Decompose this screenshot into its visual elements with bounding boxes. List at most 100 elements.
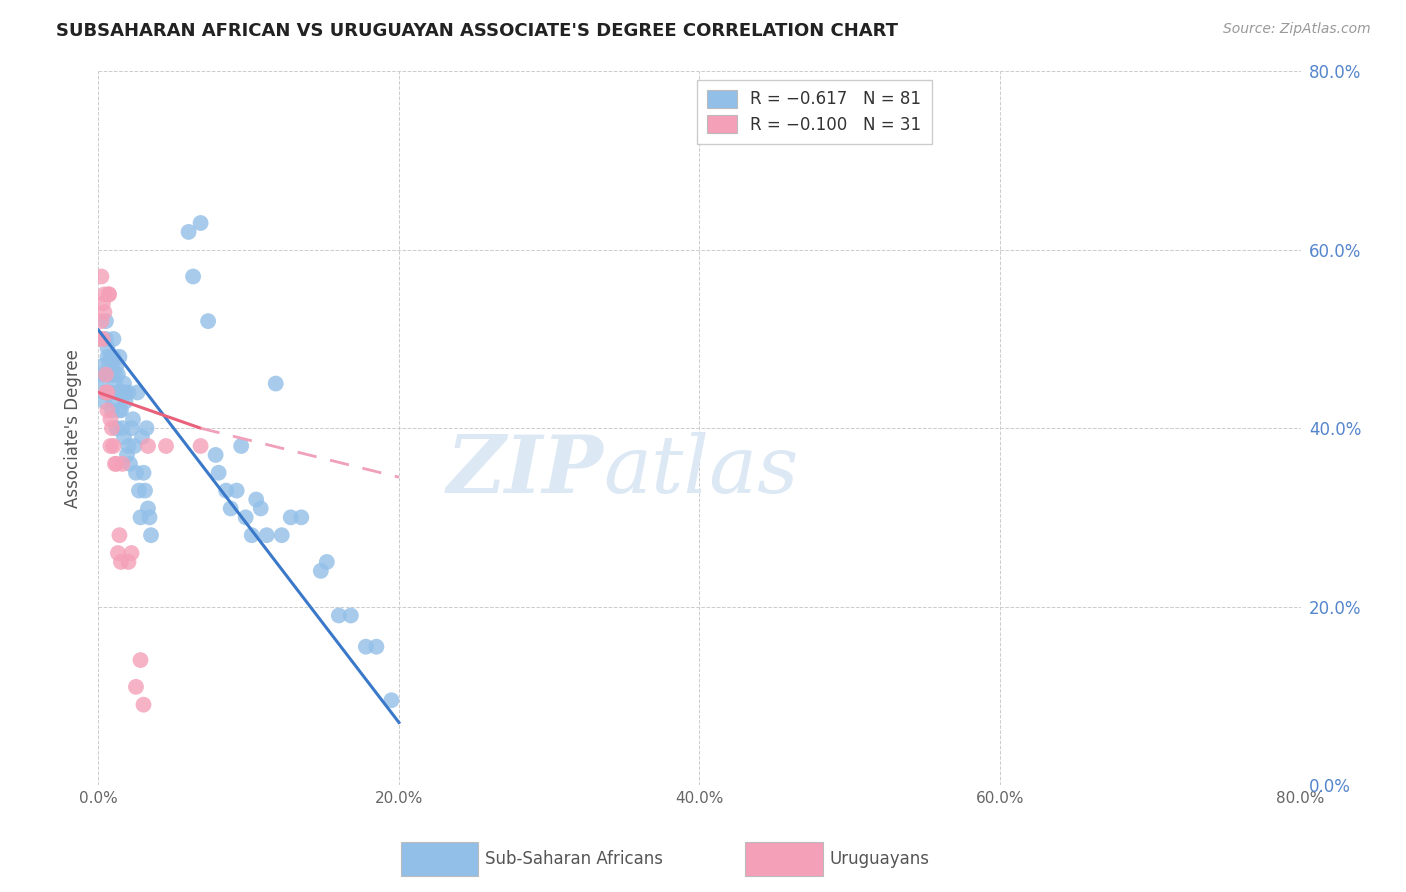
- Point: [134, 483, 156, 498]
- Point: [249, 501, 271, 516]
- Point: [97, 287, 120, 301]
- Point: [114, 394, 136, 409]
- Point: [215, 483, 238, 498]
- Point: [112, 430, 135, 444]
- Point: [190, 439, 212, 453]
- Point: [111, 421, 134, 435]
- Point: [91, 296, 114, 310]
- Point: [103, 439, 125, 453]
- Point: [208, 466, 231, 480]
- Point: [204, 448, 226, 462]
- Point: [264, 376, 287, 391]
- Point: [100, 439, 122, 453]
- Point: [93, 305, 115, 319]
- Point: [280, 510, 302, 524]
- Point: [91, 332, 114, 346]
- Point: [108, 350, 131, 364]
- Point: [105, 359, 128, 373]
- Point: [110, 385, 132, 400]
- Point: [366, 640, 388, 654]
- Legend: R = −0.617   N = 81, R = −0.100   N = 31: R = −0.617 N = 81, R = −0.100 N = 31: [697, 79, 932, 144]
- Point: [256, 528, 278, 542]
- Point: [128, 483, 150, 498]
- Point: [117, 555, 139, 569]
- Point: [132, 466, 155, 480]
- Point: [90, 269, 112, 284]
- Point: [93, 287, 115, 301]
- Point: [111, 385, 134, 400]
- Point: [110, 403, 132, 417]
- Point: [90, 372, 112, 386]
- Point: [96, 350, 118, 364]
- Point: [104, 376, 127, 391]
- Point: [107, 546, 129, 560]
- Point: [111, 457, 134, 471]
- Point: [114, 385, 136, 400]
- Text: Sub-Saharan Africans: Sub-Saharan Africans: [485, 850, 664, 868]
- Point: [94, 385, 117, 400]
- Point: [309, 564, 332, 578]
- Point: [100, 412, 122, 426]
- Point: [96, 385, 118, 400]
- Point: [328, 608, 350, 623]
- Point: [240, 528, 263, 542]
- Point: [225, 483, 247, 498]
- Point: [132, 698, 155, 712]
- Point: [380, 693, 402, 707]
- Point: [125, 680, 148, 694]
- Point: [177, 225, 200, 239]
- Point: [97, 385, 120, 400]
- Point: [97, 368, 120, 382]
- Point: [96, 403, 118, 417]
- Point: [117, 385, 139, 400]
- Point: [197, 314, 219, 328]
- Point: [94, 368, 117, 382]
- Point: [124, 439, 146, 453]
- Text: SUBSAHARAN AFRICAN VS URUGUAYAN ASSOCIATE'S DEGREE CORRELATION CHART: SUBSAHARAN AFRICAN VS URUGUAYAN ASSOCIAT…: [56, 22, 898, 40]
- Point: [121, 421, 143, 435]
- Point: [139, 528, 162, 542]
- Point: [93, 394, 115, 409]
- Text: ZIP: ZIP: [447, 433, 603, 509]
- Point: [219, 501, 242, 516]
- Point: [138, 510, 160, 524]
- Point: [136, 501, 159, 516]
- Text: Source: ZipAtlas.com: Source: ZipAtlas.com: [1223, 22, 1371, 37]
- Point: [101, 359, 124, 373]
- Point: [101, 368, 124, 382]
- Point: [235, 510, 257, 524]
- Point: [129, 510, 152, 524]
- Point: [101, 421, 124, 435]
- Point: [101, 403, 124, 417]
- Point: [131, 430, 153, 444]
- Point: [136, 439, 159, 453]
- Point: [96, 341, 118, 355]
- Point: [290, 510, 312, 524]
- Point: [121, 546, 143, 560]
- Point: [108, 403, 131, 417]
- Point: [94, 314, 117, 328]
- Point: [135, 421, 157, 435]
- Point: [97, 359, 120, 373]
- Point: [125, 466, 148, 480]
- Point: [90, 314, 112, 328]
- Point: [127, 385, 149, 400]
- Point: [103, 350, 125, 364]
- Point: [89, 332, 111, 346]
- Point: [340, 608, 363, 623]
- Point: [315, 555, 337, 569]
- Text: Uruguayans: Uruguayans: [830, 850, 929, 868]
- Point: [115, 448, 138, 462]
- Point: [117, 439, 139, 453]
- Point: [110, 555, 132, 569]
- Point: [105, 457, 128, 471]
- Point: [181, 269, 204, 284]
- Point: [190, 216, 212, 230]
- Point: [93, 385, 115, 400]
- Point: [155, 439, 177, 453]
- Point: [100, 350, 122, 364]
- Point: [118, 457, 141, 471]
- Point: [270, 528, 292, 542]
- Point: [100, 368, 122, 382]
- Point: [103, 332, 125, 346]
